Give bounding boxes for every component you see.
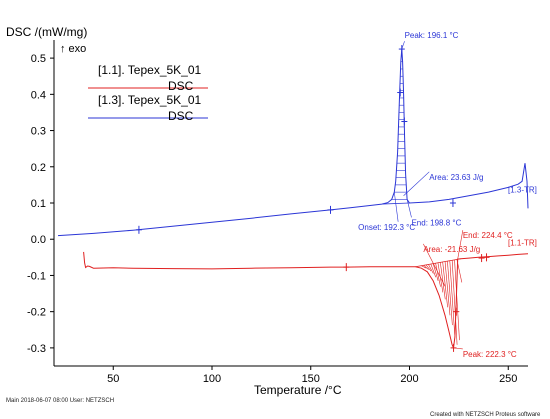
- x-tick-label: 250: [499, 373, 517, 385]
- series-group: [1.1-TR] [1.3-TR]: [57, 49, 537, 350]
- red-hatch-line: [440, 262, 446, 300]
- red-hatch-line: [435, 263, 441, 287]
- annotation-leader-2: [401, 41, 405, 50]
- annotation-2: End: 198.8 °C: [411, 218, 461, 227]
- annotation-leader-1: [453, 347, 463, 350]
- red-hatch-line: [451, 260, 458, 345]
- y-tick-label: 0.3: [31, 126, 46, 138]
- x-axis-label: Temperature /°C: [254, 383, 342, 397]
- annotation-leader-2: [403, 171, 430, 196]
- annotation-1: Peak: 222.3 °C: [463, 350, 517, 359]
- annotation-2: Peak: 196.1 °C: [405, 31, 459, 40]
- y-tick-label: 0.5: [31, 53, 46, 65]
- footer-left: Main 2018-06-07 08:00 User: NETZSCH: [6, 398, 114, 404]
- series-line-1: [83, 251, 529, 350]
- y-tick-label: 0.0: [31, 234, 46, 246]
- y-axis-label: DSC /(mW/mg): [6, 25, 87, 39]
- red-hatch-line: [430, 263, 437, 278]
- y-tick-label: -0.2: [27, 307, 46, 319]
- red-hatch-line: [449, 260, 456, 335]
- annotation-1: End: 224.4 °C: [463, 231, 513, 240]
- red-hatch-line: [447, 261, 453, 326]
- x-ticks: 50 100 150 200 250: [107, 366, 517, 385]
- red-hatch-line: [428, 264, 434, 274]
- red-hatch-line: [423, 265, 429, 270]
- legend-series-2-sub: DSC: [168, 109, 194, 123]
- series-end-label-2: [1.3-TR]: [508, 185, 537, 194]
- red-hatch-line: [421, 265, 427, 269]
- red-hatch-line: [454, 259, 460, 341]
- red-baseline: [415, 258, 461, 268]
- annotation-leader-1: [457, 230, 464, 260]
- y-tick-label: 0.2: [31, 162, 46, 174]
- annotation-leader-2: [393, 192, 399, 222]
- red-hatch-line: [425, 264, 432, 272]
- legend-series-2-name: [1.3]. Tepex_5K_01: [98, 93, 202, 107]
- annotation-leader-1: [423, 243, 446, 287]
- legend-series-1-name: [1.1]. Tepex_5K_01: [98, 63, 202, 77]
- red-hatch-line: [442, 261, 448, 308]
- series-line-2: [57, 49, 529, 237]
- y-tick-label: 0.4: [31, 89, 46, 101]
- annotation-leader-2: [406, 199, 412, 218]
- annotation-1: Area: -21.63 J/g: [423, 245, 480, 254]
- series-end-label-1: [1.1-TR]: [508, 239, 537, 248]
- y-ticks: -0.3 -0.2 -0.1 0.0 0.1 0.2 0.3 0.4 0.5: [27, 53, 54, 355]
- x-tick-label: 100: [203, 373, 221, 385]
- annotation-2: Onset: 192.3 °C: [358, 223, 415, 232]
- red-hatch-line: [432, 263, 439, 281]
- y-tick-label: 0.1: [31, 198, 46, 210]
- annotation-2: Area: 23.63 J/g: [429, 173, 483, 182]
- x-tick-label: 50: [107, 373, 119, 385]
- footer-right: Created with NETZSCH Proteus software: [430, 412, 541, 418]
- legend-series-1-sub: DSC: [168, 79, 194, 93]
- legend: [1.1]. Tepex_5K_01 DSC [1.3]. Tepex_5K_0…: [88, 63, 208, 123]
- x-tick-label: 200: [400, 373, 418, 385]
- x-tick-label: 150: [302, 373, 320, 385]
- y-tick-label: -0.3: [27, 343, 46, 355]
- y-tick-label: -0.1: [27, 270, 46, 282]
- annotations-group: Area: -21.63 J/g End: 224.4 °C Peak: 222.3…: [358, 31, 517, 359]
- exo-label: ↑ exo: [60, 43, 86, 55]
- red-hatch-line: [444, 261, 451, 316]
